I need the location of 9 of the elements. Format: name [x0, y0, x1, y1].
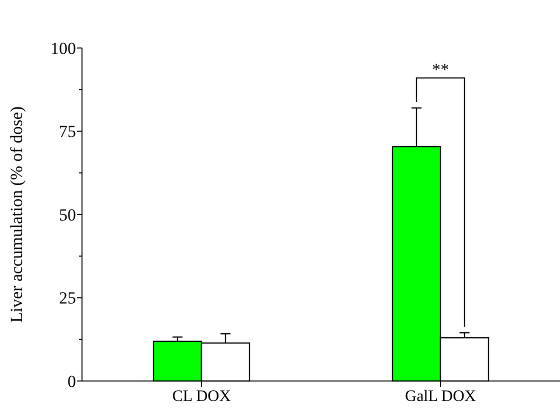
y-tick-label: 25 [59, 288, 76, 308]
y-tick-label: 75 [59, 122, 76, 142]
x-tick-label: GalL DOX [405, 388, 476, 405]
annotation: ** [432, 60, 449, 79]
y-axis-title: Liver accumulation (% of dose) [7, 106, 26, 323]
y-tick-label: 0 [68, 372, 76, 391]
y-tick-label: 100 [50, 38, 76, 58]
x-tick-label: CL DOX [172, 388, 232, 405]
y-tick-label: 50 [59, 205, 76, 224]
